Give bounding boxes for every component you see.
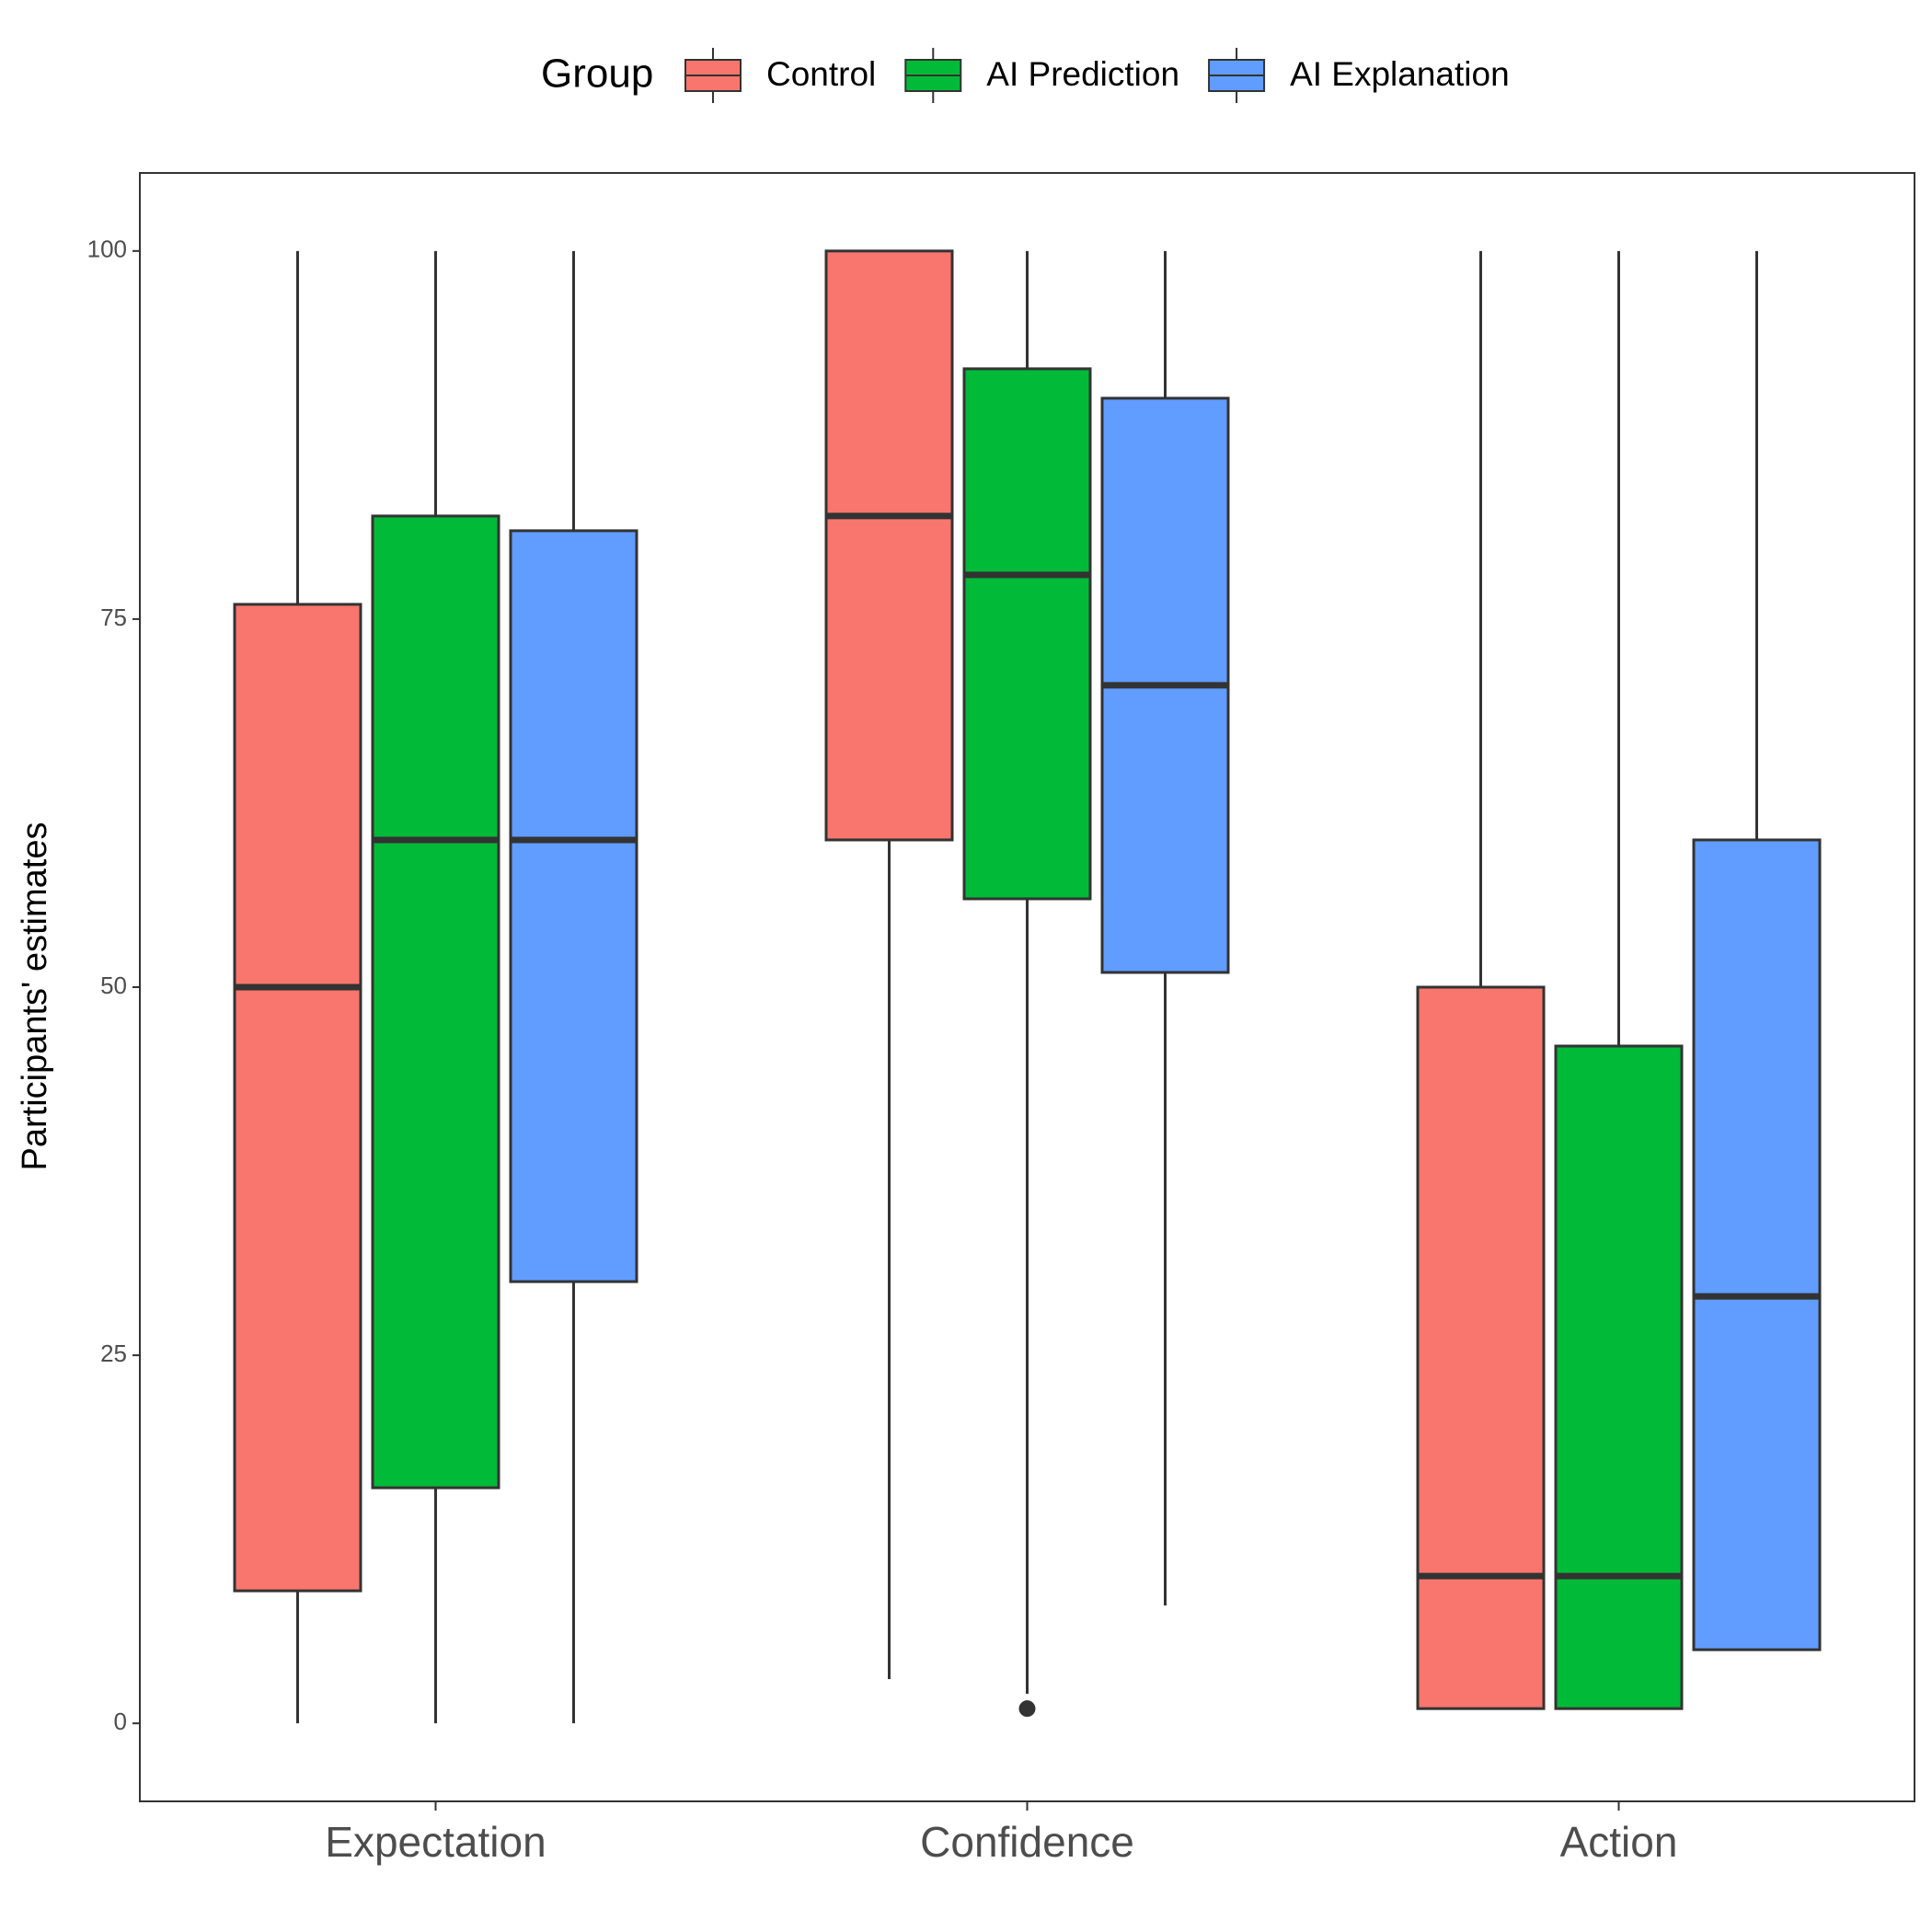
box [962, 367, 1092, 901]
legend-label: Control [766, 55, 876, 93]
legend-title: Group [541, 52, 653, 97]
x-tick-label: Action [1560, 1818, 1678, 1866]
legend-label: AI Explanation [1290, 55, 1510, 93]
box [1416, 985, 1546, 1710]
y-tick-label: 0 [114, 1708, 127, 1735]
outlier [1018, 1700, 1036, 1718]
box [509, 529, 638, 1283]
box [1554, 1044, 1684, 1710]
y-tick-label: 50 [100, 972, 127, 999]
y-tick-label: 25 [100, 1340, 127, 1367]
y-tick-label: 100 [87, 236, 127, 263]
box [371, 514, 500, 1489]
box [233, 603, 362, 1593]
box [824, 249, 954, 842]
legend-label: AI Prediction [986, 55, 1179, 93]
y-axis-label: Participants' estimates [16, 822, 54, 1171]
y-tick-label: 75 [100, 604, 127, 631]
x-tick-label: Expectation [325, 1818, 546, 1866]
box [1692, 838, 1822, 1651]
x-tick-label: Confidence [920, 1818, 1134, 1866]
